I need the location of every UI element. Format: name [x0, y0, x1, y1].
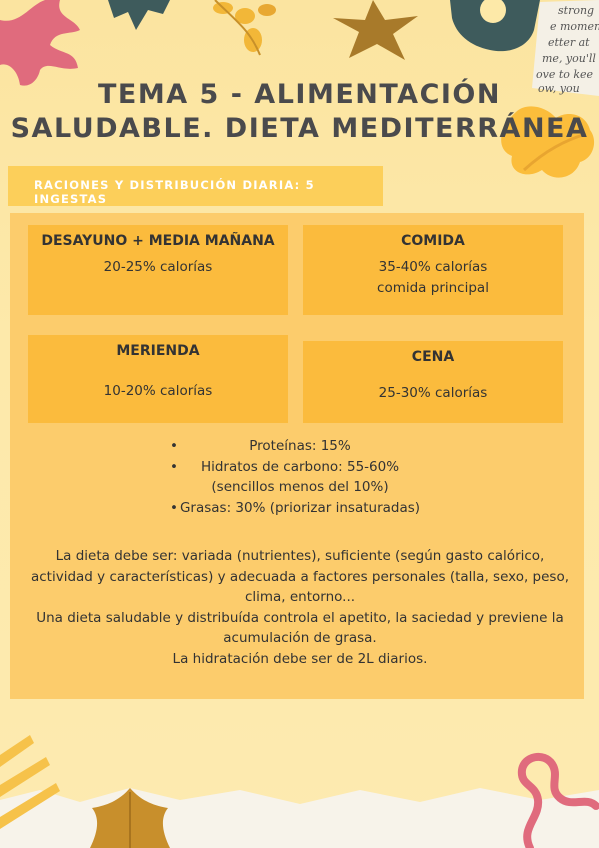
bullet-text-hidratos-note: (sencillos menos del 10%) — [211, 479, 389, 495]
title-line-2: SALUDABLE. DIETA MEDITERRÁNEA — [10, 113, 589, 144]
paragraph-line: La dieta debe ser: variada (nutrientes),… — [55, 548, 545, 564]
bullet-marker: • — [170, 499, 178, 516]
yellow-stripes-decoration — [0, 735, 60, 829]
bullet-marker: • — [170, 458, 178, 475]
bullet-marker: • — [170, 438, 178, 454]
diet-description: La dieta debe ser: variada (nutrientes),… — [24, 546, 576, 669]
letter-line-3: etter at — [548, 36, 590, 49]
meal-box-cena: CENA 25-30% calorías — [303, 341, 563, 423]
macronutrient-list: • Proteínas: 15% • Hidratos de carbono: … — [170, 436, 430, 518]
meal-value: 20-25% calorías — [103, 259, 213, 275]
title-line-1: TEMA 5 - ALIMENTACIÓN — [97, 79, 501, 110]
teal-ring-decoration — [450, 0, 540, 52]
paragraph-line: acumulación de grasa. — [223, 630, 377, 646]
meal-note: comida principal — [377, 280, 489, 296]
letter-line-5: ove to kee — [536, 68, 594, 81]
mustard-branch-decoration — [213, 0, 276, 56]
meal-value: 35-40% calorías — [378, 259, 488, 275]
meal-title: CENA — [411, 349, 455, 365]
pink-squiggle-decoration — [517, 752, 599, 848]
subheader-label: RACIONES Y DISTRIBUCIÓN DIARIA: 5 INGEST… — [34, 178, 315, 206]
bullet-text-hidratos: Hidratos de carbono: 55-60% — [200, 458, 400, 475]
list-item-note: (sencillos menos del 10%) — [170, 477, 430, 498]
meal-box-comida: COMIDA 35-40% calorías comida principal — [303, 225, 563, 315]
page-title: TEMA 5 - ALIMENTACIÓN SALUDABLE. DIETA M… — [0, 78, 599, 146]
list-item: • Hidratos de carbono: 55-60% — [170, 457, 430, 478]
list-item: • Proteínas: 15% — [170, 436, 430, 457]
mustard-leaf-decoration — [90, 788, 170, 848]
meal-box-merienda: MERIENDA 10-20% calorías — [28, 335, 288, 423]
section-subheader: RACIONES Y DISTRIBUCIÓN DIARIA: 5 INGEST… — [8, 166, 383, 206]
meal-title: DESAYUNO + MEDIA MAÑANA — [41, 233, 275, 249]
teal-leaf-decoration — [108, 0, 170, 30]
letter-line-1: strong — [558, 4, 594, 17]
meal-value: 25-30% calorías — [378, 385, 488, 401]
paragraph-line: actividad y características) y adecuada … — [30, 568, 570, 585]
meal-box-desayuno: DESAYUNO + MEDIA MAÑANA 20-25% calorías — [28, 225, 288, 315]
yellow-leaf-decoration — [501, 106, 595, 178]
pink-leaf-decoration — [0, 0, 80, 86]
bullet-text-grasas: Grasas: 30% (priorizar insaturadas) — [179, 499, 421, 516]
meal-title: COMIDA — [401, 233, 465, 249]
paragraph-line: La hidratación debe ser de 2L diarios. — [172, 650, 428, 667]
bullet-text-proteinas: Proteínas: 15% — [249, 438, 351, 454]
letter-line-4: me, you'll — [542, 52, 596, 65]
letter-line-2: e momen — [550, 20, 599, 33]
paragraph-line: clima, entorno... — [244, 589, 356, 605]
star-decoration — [333, 0, 418, 60]
meal-title: MERIENDA — [116, 343, 200, 359]
letter-paper-decoration: strong e momen etter at me, you'll ove t… — [532, 0, 599, 96]
meal-value: 10-20% calorías — [103, 383, 213, 399]
list-item: • Grasas: 30% (priorizar insaturadas) — [170, 498, 430, 519]
letter-line-6: ow, you — [538, 82, 580, 95]
paragraph-line: Una dieta saludable y distribuída contro… — [36, 609, 564, 626]
